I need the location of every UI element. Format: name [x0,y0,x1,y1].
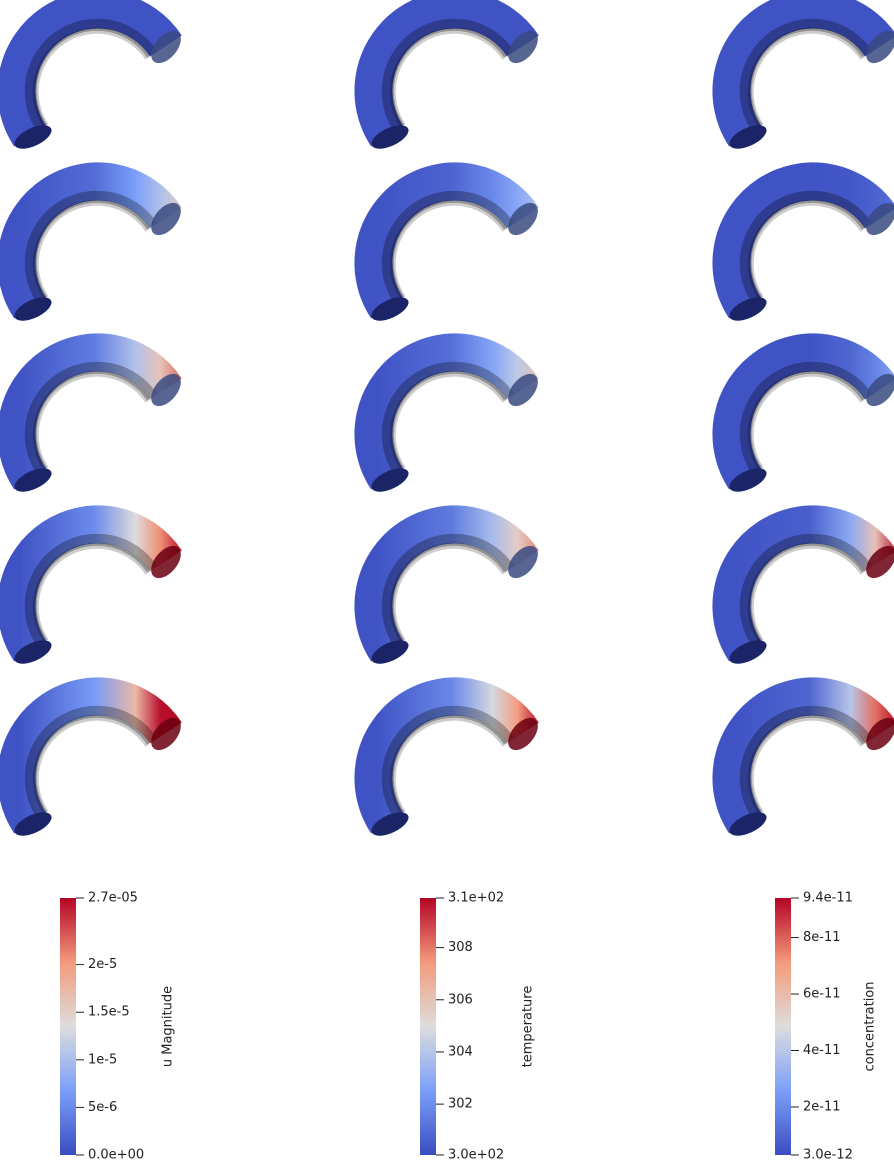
tick-label: 302 [448,1097,473,1112]
colorbar [60,898,76,1155]
torus-render [368,181,544,325]
tick-label: 2e-11 [803,1099,841,1114]
tick-label: 1e-5 [88,1052,117,1067]
torus-render [11,9,187,153]
torus-render [726,352,894,496]
colorbar [775,898,791,1155]
tick-label: 1.5e-5 [88,1005,130,1020]
tick-label: 9.4e-11 [803,891,853,906]
tick-label: 6e-11 [803,987,841,1002]
torus-render [368,352,544,496]
colorbar-title: temperature [521,986,536,1068]
torus-render [726,524,894,668]
colorbar-title: u Magnitude [161,986,176,1067]
torus-render [11,696,187,840]
tick-label: 308 [448,940,473,955]
tick-label: 304 [448,1044,473,1059]
torus-render [368,9,544,153]
torus-render [11,352,187,496]
torus-render [11,181,187,325]
torus-render [11,524,187,668]
torus-render [726,9,894,153]
tick-label: 2e-5 [88,957,117,972]
figure: 0.0e+00 5e-6 1e-5 1.5e-5 2e-5 2.7e-05 u Magnit… [0,0,894,1168]
tick-label: 5e-6 [88,1100,117,1115]
tick-label: 0.0e+00 [88,1148,144,1163]
colorbar [420,898,436,1155]
torus-render [368,696,544,840]
torus-render [368,524,544,668]
tick-label: 3.0e-12 [803,1148,853,1163]
tick-label: 306 [448,992,473,1007]
tick-label: 3.1e+02 [448,891,504,906]
tick-label: 2.7e-05 [88,891,138,906]
tick-label: 3.0e+02 [448,1148,504,1163]
torus-render [726,696,894,840]
tick-label: 4e-11 [803,1043,841,1058]
torus-render [726,181,894,325]
tick-label: 8e-11 [803,930,841,945]
colorbar-title: concentration [863,981,878,1071]
